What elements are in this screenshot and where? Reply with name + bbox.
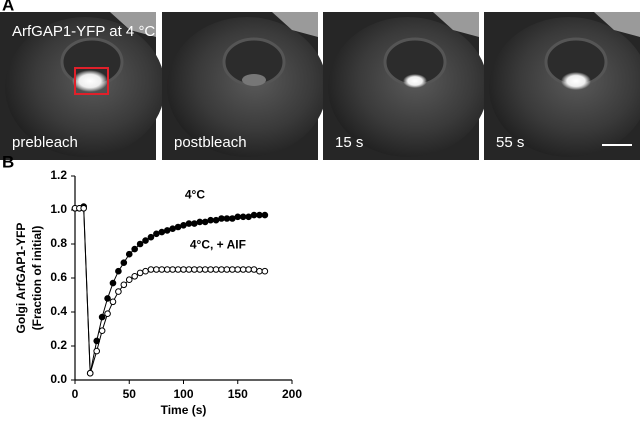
series-line bbox=[75, 207, 265, 374]
data-point bbox=[153, 266, 160, 273]
data-point bbox=[136, 240, 144, 248]
data-point bbox=[142, 267, 149, 275]
data-point bbox=[163, 227, 171, 234]
x-tick-label: 100 bbox=[173, 387, 193, 401]
data-point bbox=[163, 266, 171, 273]
series-label: 4°C bbox=[185, 187, 205, 201]
data-point bbox=[131, 273, 138, 280]
y-tick-label: 0.0 bbox=[50, 372, 67, 386]
data-point bbox=[93, 347, 100, 355]
data-point bbox=[212, 216, 220, 224]
data-point bbox=[174, 223, 182, 231]
data-point bbox=[125, 276, 133, 284]
data-point bbox=[245, 213, 252, 221]
data-point bbox=[191, 266, 198, 273]
x-tick-label: 50 bbox=[123, 387, 137, 401]
y-tick-label: 1.0 bbox=[50, 202, 67, 216]
data-point bbox=[109, 279, 117, 287]
y-tick-label: 1.2 bbox=[50, 168, 67, 182]
data-point bbox=[104, 295, 111, 302]
data-point bbox=[201, 266, 209, 273]
y-axis-label: (Fraction of initial) bbox=[30, 226, 44, 331]
caption: prebleach bbox=[12, 134, 78, 151]
chart: 0.0 0.2 0.4 0.6 0.8 1.0 1.2 0 50 100 150 200 Time (s… bbox=[14, 168, 302, 417]
data-point bbox=[120, 281, 128, 289]
data-point bbox=[104, 310, 111, 318]
data-point bbox=[261, 211, 269, 219]
data-point bbox=[169, 266, 176, 273]
y-tick-label: 0.4 bbox=[50, 304, 67, 318]
data-point bbox=[153, 230, 160, 238]
data-point bbox=[256, 211, 263, 219]
data-point bbox=[212, 266, 220, 273]
data-point bbox=[218, 266, 225, 273]
data-point bbox=[223, 266, 231, 273]
data-point bbox=[136, 269, 144, 277]
data-point bbox=[234, 266, 242, 273]
data-point bbox=[196, 266, 204, 273]
data-point bbox=[158, 228, 166, 236]
caption: postbleach bbox=[174, 134, 247, 151]
caption: ArfGAP1-YFP at 4 °C bbox=[12, 23, 155, 40]
data-point bbox=[147, 266, 155, 273]
image-panel: 55 s bbox=[482, 10, 640, 162]
data-point bbox=[174, 266, 182, 273]
data-point bbox=[147, 233, 155, 241]
data-point bbox=[158, 266, 166, 273]
data-point bbox=[207, 216, 214, 224]
x-tick-label: 150 bbox=[228, 387, 248, 401]
data-point bbox=[115, 267, 122, 275]
data-point bbox=[250, 266, 258, 273]
data-point bbox=[169, 225, 176, 232]
y-tick-label: 0.8 bbox=[50, 236, 67, 250]
data-point bbox=[261, 267, 269, 275]
data-point bbox=[256, 267, 263, 275]
x-axis-label: Time (s) bbox=[161, 403, 207, 417]
data-point bbox=[250, 211, 258, 219]
data-point bbox=[98, 313, 106, 321]
data-point bbox=[239, 213, 247, 221]
image-panel: 15 s bbox=[321, 10, 490, 162]
data-point bbox=[207, 266, 214, 273]
data-point bbox=[191, 220, 198, 227]
data-point bbox=[234, 213, 242, 221]
data-point bbox=[196, 218, 204, 226]
x-tick-label: 200 bbox=[282, 387, 302, 401]
data-point bbox=[80, 205, 87, 212]
data-point bbox=[229, 266, 236, 273]
series-label: 4°C, + AIF bbox=[190, 237, 246, 251]
data-point bbox=[86, 369, 94, 377]
data-point bbox=[120, 259, 128, 267]
data-point bbox=[109, 298, 117, 306]
data-point bbox=[180, 222, 187, 229]
y-tick-label: 0.6 bbox=[50, 270, 67, 284]
caption: 55 s bbox=[496, 134, 524, 151]
data-point bbox=[245, 266, 252, 273]
data-point bbox=[180, 266, 187, 273]
data-point bbox=[142, 237, 149, 244]
data-point bbox=[185, 220, 193, 227]
data-point bbox=[125, 250, 133, 258]
data-point bbox=[115, 288, 122, 295]
x-tick-label: 0 bbox=[72, 387, 79, 401]
data-point bbox=[218, 215, 225, 222]
data-point bbox=[201, 218, 209, 226]
panel-label: A bbox=[2, 0, 14, 14]
caption: 15 s bbox=[335, 134, 363, 151]
panel-label: B bbox=[2, 152, 14, 171]
data-point bbox=[185, 266, 193, 273]
y-tick-label: 0.2 bbox=[50, 338, 67, 352]
data-point bbox=[239, 266, 247, 273]
image-panel: ArfGAP1-YFP at 4 °C prebleach bbox=[0, 10, 167, 162]
y-axis-label: Golgi ArfGAP1-YFP bbox=[14, 223, 28, 334]
image-panel: postbleach bbox=[160, 10, 329, 162]
data-point bbox=[131, 245, 138, 253]
data-point bbox=[229, 215, 236, 222]
data-point bbox=[98, 327, 106, 335]
data-point bbox=[223, 215, 231, 222]
